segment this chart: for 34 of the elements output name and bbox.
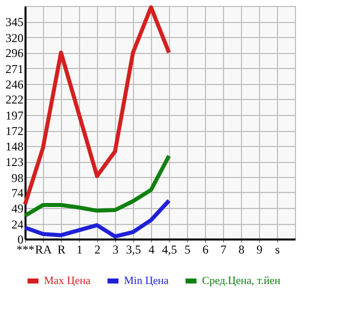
y-tick-label: 345 bbox=[6, 15, 24, 30]
legend-label: Max Цена bbox=[44, 275, 91, 287]
y-tick-label: 172 bbox=[6, 124, 24, 138]
y-tick-label: 49 bbox=[12, 202, 24, 216]
y-tick-label: 148 bbox=[6, 139, 24, 154]
x-tick-label: 2 bbox=[94, 242, 100, 256]
x-tick-label: s bbox=[275, 242, 280, 256]
x-tick-label: 8 bbox=[238, 242, 244, 256]
y-tick-label: 246 bbox=[6, 78, 24, 92]
y-tick-label: 320 bbox=[6, 30, 24, 45]
y-tick-label: 74 bbox=[12, 186, 24, 200]
x-tick-label: 4 bbox=[148, 242, 154, 256]
line-series bbox=[23, 198, 171, 238]
y-tick-label: 98 bbox=[12, 170, 24, 185]
y-tick-label: 271 bbox=[6, 62, 24, 76]
x-tick-label: R bbox=[57, 242, 66, 256]
legend-label: Min Цена bbox=[124, 275, 169, 287]
x-tick-label: 6 bbox=[202, 242, 208, 256]
y-tick-label: 296 bbox=[6, 46, 24, 60]
x-tick-label: RA bbox=[35, 242, 52, 256]
x-tick-label: 9 bbox=[256, 242, 262, 256]
y-tick-label: 197 bbox=[6, 108, 24, 122]
legend-label: Сред.Цена, т.йен bbox=[202, 275, 281, 287]
y-tick-label: 222 bbox=[6, 92, 24, 107]
y-tick-label: 123 bbox=[6, 155, 24, 170]
x-tick-label: 1 bbox=[76, 242, 82, 256]
x-tick-label: 4,5 bbox=[162, 242, 177, 256]
x-tick-label: 3 bbox=[112, 242, 118, 256]
x-tick-label: 7 bbox=[220, 242, 226, 256]
line-series bbox=[23, 154, 171, 218]
y-tick-label: 24 bbox=[12, 217, 24, 232]
line-series bbox=[23, 5, 171, 206]
x-tick-label: 3,5 bbox=[126, 242, 141, 256]
x-tick-label: 5 bbox=[184, 242, 190, 256]
